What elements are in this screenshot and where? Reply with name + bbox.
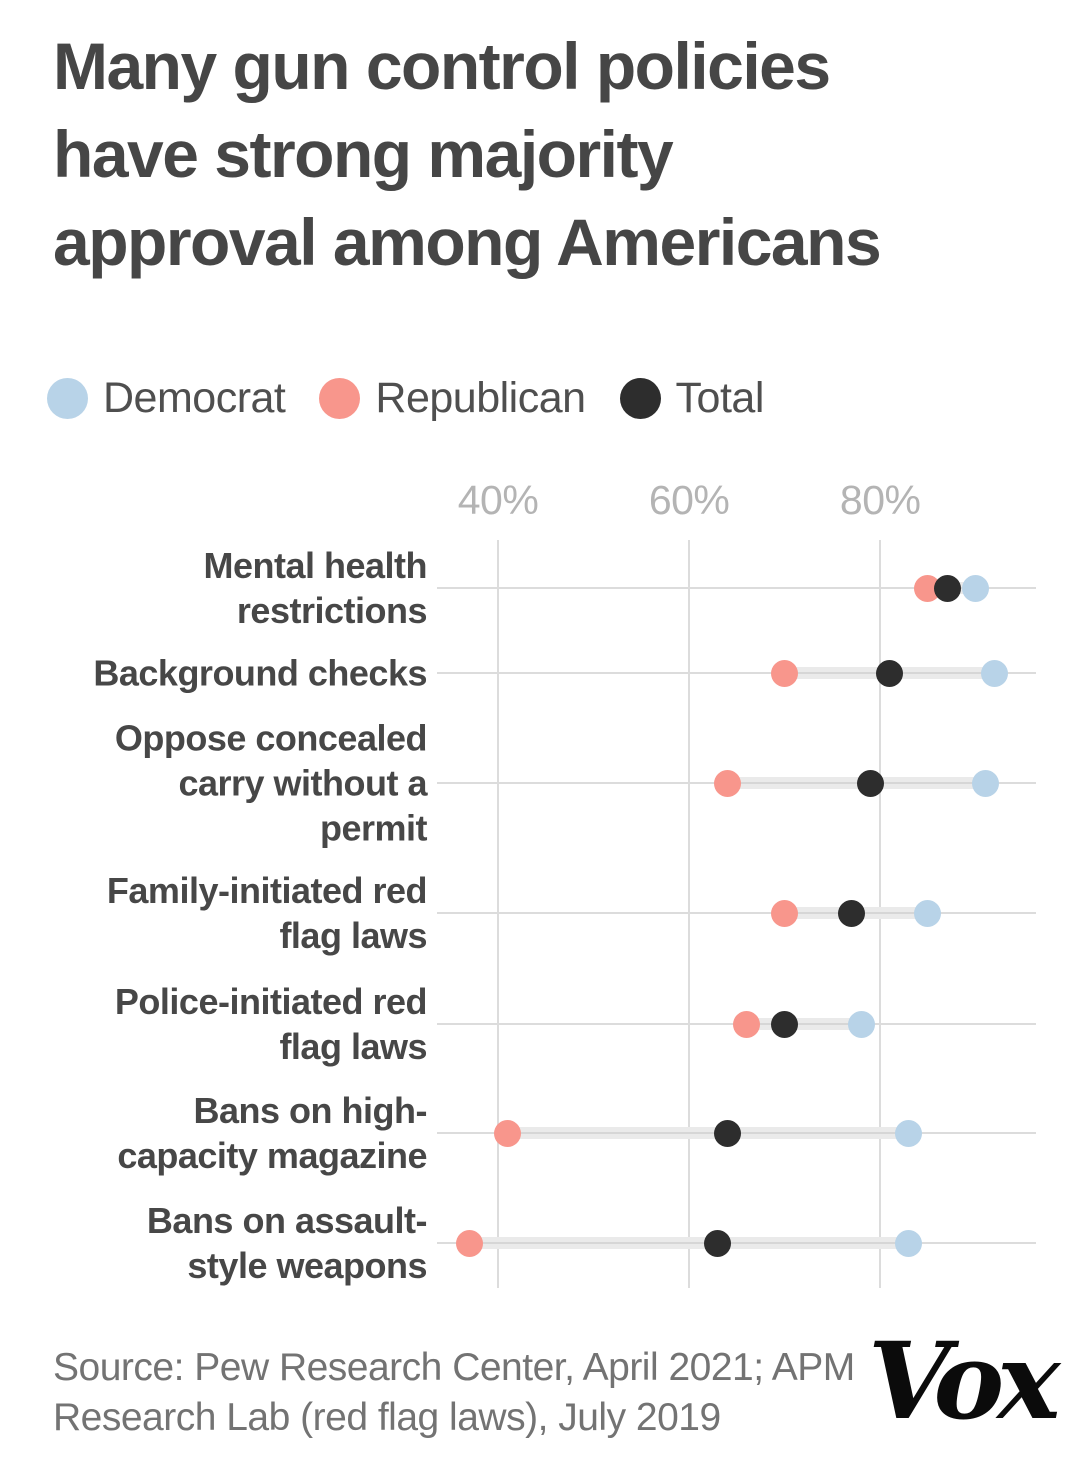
total-legend-dot <box>619 378 661 419</box>
republican-dot <box>455 1229 483 1257</box>
total-dot <box>771 1010 799 1038</box>
democrat-dot <box>962 574 990 602</box>
democrat-dot <box>981 659 1009 687</box>
vox-logo: Vox <box>868 1318 1060 1443</box>
republican-dot <box>771 899 799 927</box>
row-label: Mental health restrictions <box>203 545 427 631</box>
democrat-dot <box>971 769 999 797</box>
democrat-dot <box>914 899 942 927</box>
total-dot <box>713 1119 741 1147</box>
democrat-dot <box>895 1119 923 1147</box>
row-line-overlay <box>746 1023 862 1025</box>
row-label: Family-initiated red flag laws <box>106 870 428 956</box>
republican-dot <box>494 1119 522 1147</box>
row-label: Police-initiated red flag laws <box>114 981 428 1067</box>
republican-dot <box>713 769 741 797</box>
gridline <box>497 540 499 1288</box>
legend: Democrat Republican Total <box>47 374 764 423</box>
legend-label: Democrat <box>103 374 286 422</box>
row-line-overlay <box>507 1132 909 1134</box>
democrat-dot <box>895 1229 923 1257</box>
row-label: Background checks <box>93 652 427 694</box>
total-dot <box>933 574 961 602</box>
row-line <box>437 672 1036 674</box>
row-line-overlay <box>727 782 986 784</box>
row-label: Bans on assault- style weapons <box>146 1200 428 1286</box>
axis-tick-label: 60% <box>648 477 730 523</box>
total-dot <box>857 769 885 797</box>
source-note: Source: Pew Research Center, April 2021;… <box>53 1346 855 1439</box>
gridline <box>688 540 691 1288</box>
legend-label: Republican <box>375 374 586 422</box>
row-line <box>437 587 1036 589</box>
row-label: Bans on high- capacity magazine <box>117 1090 427 1176</box>
axis-tick-label: 80% <box>839 477 921 523</box>
legend-item-republican: Republican <box>319 374 586 423</box>
total-dot <box>838 899 866 927</box>
row-label: Oppose concealed carry without a permit <box>114 717 428 849</box>
democrat-legend-dot <box>47 378 88 419</box>
republican-dot <box>732 1010 760 1038</box>
row-line-overlay <box>469 1242 909 1244</box>
row-line <box>437 912 1036 914</box>
republican-legend-dot <box>319 378 361 419</box>
total-dot <box>704 1229 732 1257</box>
chart-title: Many gun control policies have strong ma… <box>53 29 882 279</box>
legend-item-total: Total <box>619 374 765 423</box>
axis-tick-label: 40% <box>457 477 539 523</box>
legend-item-democrat: Democrat <box>47 374 286 423</box>
republican-dot <box>771 659 799 687</box>
total-dot <box>876 659 904 687</box>
democrat-dot <box>847 1010 875 1038</box>
legend-label: Total <box>675 374 765 422</box>
